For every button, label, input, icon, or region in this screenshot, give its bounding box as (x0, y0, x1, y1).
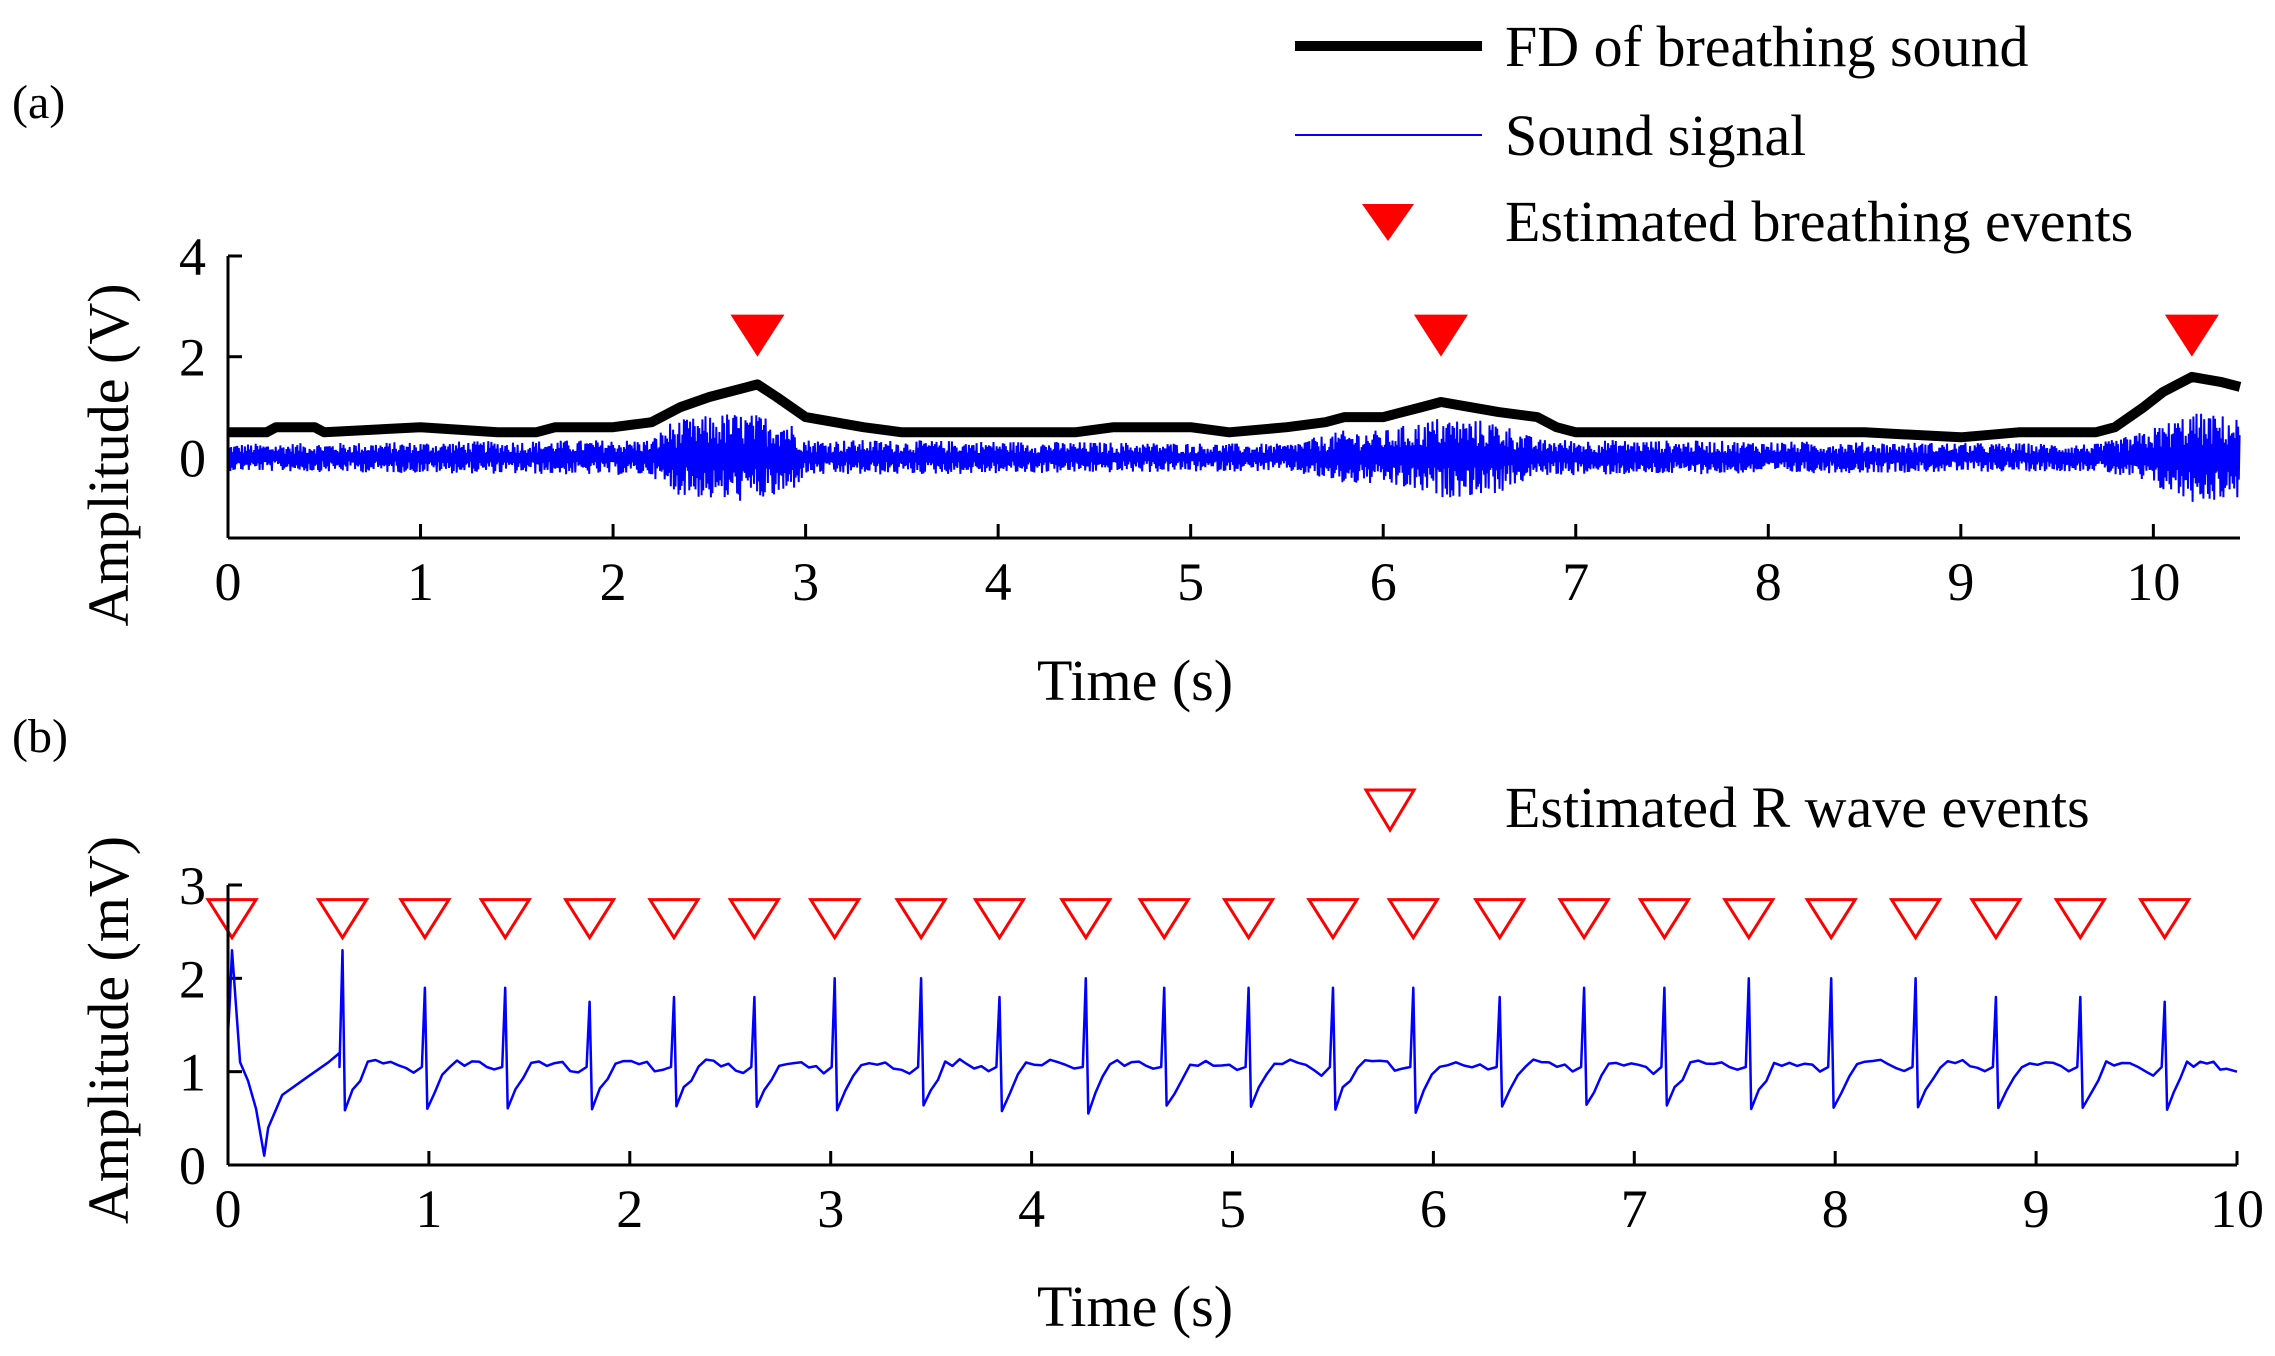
panel-b-y-tick-label: 2 (179, 949, 206, 1009)
r-wave-event-marker (1637, 898, 1692, 941)
breathing-event-marker (1413, 314, 1468, 357)
panel-b-plot-area (205, 898, 2238, 1157)
legend-a-fd-label: FD of breathing sound (1505, 14, 2029, 79)
panel-b-x-tick-label: 7 (1621, 1179, 1648, 1239)
r-wave-event-marker (972, 898, 1027, 941)
ecg-signal-line (226, 949, 2238, 1157)
sound-signal-line (227, 413, 2241, 502)
panel-a-x-tick-label: 8 (1755, 552, 1782, 612)
panel-a-y-axis-label: Amplitude (V) (76, 283, 141, 626)
panel-b-x-axis-label: Time (s) (1037, 1274, 1233, 1339)
panel-b-x-tick-label: 4 (1018, 1179, 1045, 1239)
panel-b-x-tick-label: 3 (817, 1179, 844, 1239)
r-wave-event-marker (1969, 898, 2023, 941)
panel-a-y-tick-label: 2 (179, 328, 206, 388)
r-wave-event-marker (315, 898, 370, 941)
panel-b-x-tick-label: 5 (1219, 1179, 1246, 1239)
legend-b-event-marker (1363, 788, 1417, 833)
panel-a-x-tick-label: 3 (792, 552, 819, 612)
r-wave-event-marker (727, 898, 782, 941)
r-wave-event-marker (894, 898, 948, 941)
panel-a-x-tick-label: 9 (1947, 552, 1974, 612)
r-wave-event-marker (1306, 898, 1360, 941)
panel-a-x-tick-label: 5 (1177, 552, 1204, 612)
breathing-event-marker (730, 314, 785, 357)
r-wave-event-marker (1059, 898, 1113, 941)
panel-a-y-tick-label: 0 (179, 428, 206, 488)
panel-a-x-tick-label: 6 (1370, 552, 1397, 612)
panel-b-y-tick-label: 0 (179, 1136, 206, 1196)
panel-a-label: (a) (12, 76, 65, 129)
panel-a-x-tick-label: 4 (985, 552, 1012, 612)
panel-b-x-tick-label: 6 (1420, 1179, 1447, 1239)
panel-a-axis-ticks: 0 1 2 3 4 5 6 7 8 9 10 0 2 4 (179, 227, 2180, 612)
r-wave-event-marker (1221, 898, 1276, 941)
r-wave-event-marker (205, 898, 259, 941)
r-wave-event-marker (478, 898, 532, 941)
panel-a-x-tick-label: 0 (215, 552, 242, 612)
legend-a-sound-label: Sound signal (1505, 103, 1806, 168)
r-wave-event-marker (1804, 898, 1858, 941)
r-wave-event-marker (1472, 898, 1527, 941)
panel-b-x-tick-label: 8 (1822, 1179, 1849, 1239)
r-wave-event-marker (2137, 898, 2192, 941)
panel-a-plot-area (227, 314, 2242, 502)
panel-b-x-tick-label: 10 (2210, 1179, 2264, 1239)
r-wave-event-marker (1137, 898, 1191, 941)
panel-b-y-axis-label: Amplitude (mV) (76, 836, 141, 1224)
panel-a-y-tick-label: 4 (179, 227, 206, 287)
r-wave-event-marker (398, 898, 452, 941)
r-wave-event-marker (1557, 898, 1611, 941)
r-wave-event-marker (1888, 898, 1943, 941)
panel-a-x-tick-label: 10 (2126, 552, 2180, 612)
r-wave-event-marker (647, 898, 701, 941)
panel-b-y-tick-label: 3 (179, 856, 206, 916)
panel-b-x-tick-label: 0 (215, 1179, 242, 1239)
legend-b-event-label: Estimated R wave events (1505, 775, 2090, 840)
fd-breathing-sound-line (228, 371, 2242, 443)
panel-a-x-axis-label: Time (s) (1037, 648, 1233, 713)
panel-b-x-tick-label: 1 (415, 1179, 442, 1239)
panel-a-x-tick-label: 2 (600, 552, 627, 612)
panel-b-y-tick-label: 1 (179, 1043, 206, 1103)
r-wave-event-marker (2053, 898, 2108, 941)
panel-b-label: (b) (12, 710, 68, 763)
breathing-event-marker (2164, 314, 2219, 357)
panel-b: (b) Estimated R wave events 0 1 2 3 4 5 6 7 8 9 10… (12, 710, 2264, 1339)
panel-b-x-tick-label: 2 (616, 1179, 643, 1239)
r-wave-event-marker (562, 898, 617, 941)
panel-b-x-tick-label: 9 (2023, 1179, 2050, 1239)
r-wave-event-marker (1386, 898, 1441, 941)
r-wave-event-marker (807, 898, 862, 941)
panel-a: (a) FD of breathing sound Sound signal E… (12, 14, 2242, 713)
r-wave-event-marker (1722, 898, 1776, 941)
legend-a-event-label: Estimated breathing events (1505, 189, 2133, 254)
panel-b-axis-ticks: 0 1 2 3 4 5 6 7 8 9 10 0 1 2 3 (179, 856, 2264, 1239)
panel-a-x-tick-label: 7 (1562, 552, 1589, 612)
legend-a-event-marker (1362, 204, 1414, 241)
panel-a-x-tick-label: 1 (407, 552, 434, 612)
